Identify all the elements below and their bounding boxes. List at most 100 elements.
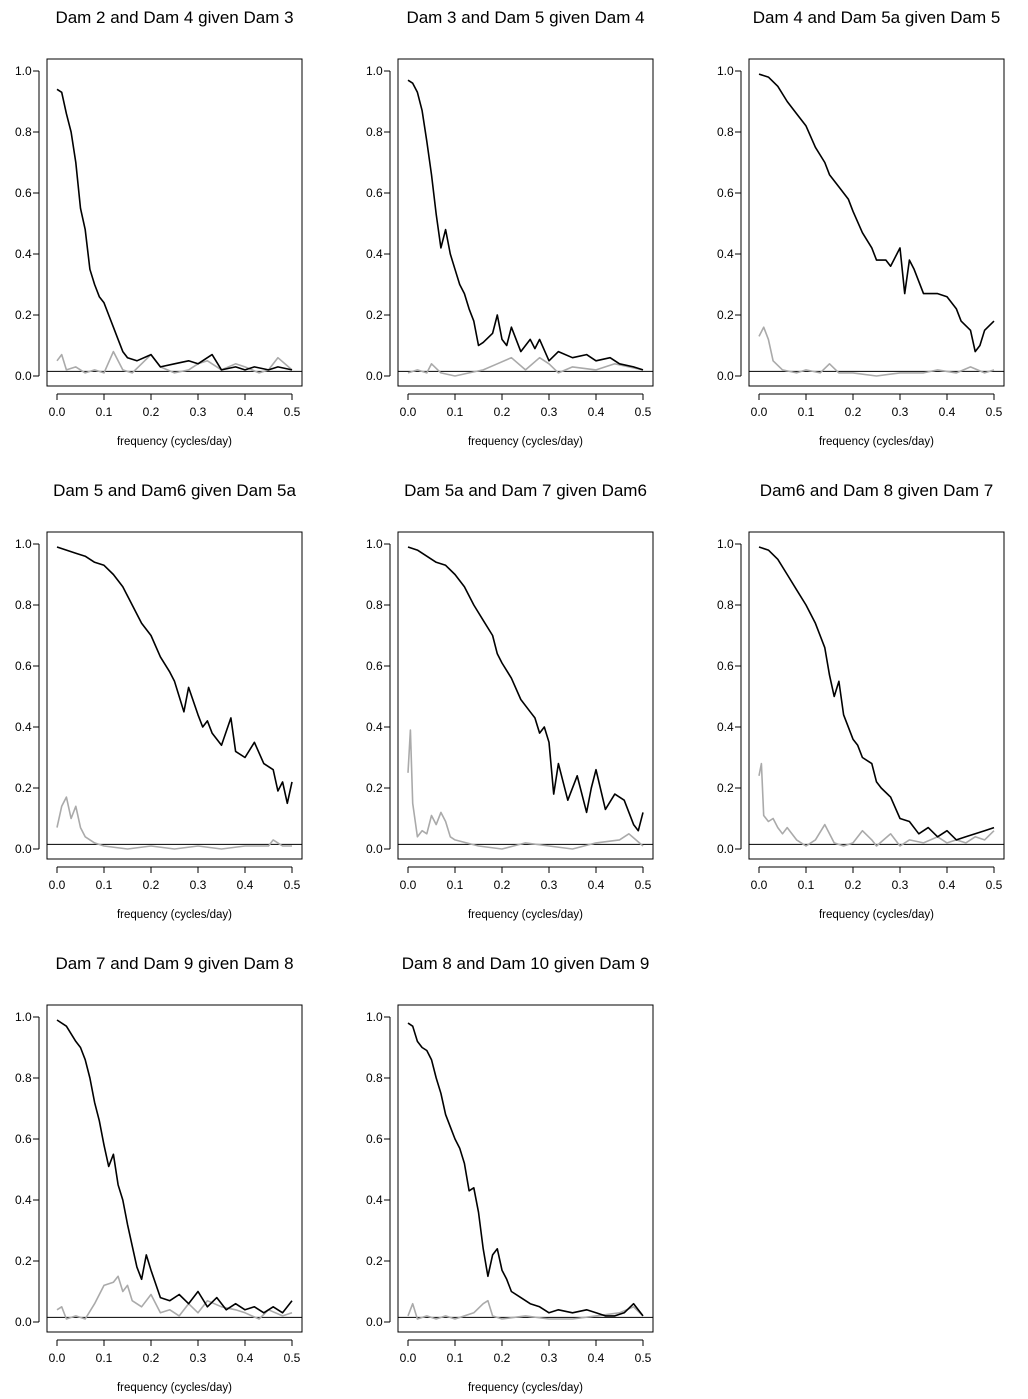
y-tick-label: 0.8 — [15, 125, 32, 139]
y-tick-label: 0.0 — [366, 1315, 383, 1329]
y-tick-label: 0.0 — [717, 369, 734, 383]
y-tick-label: 1.0 — [717, 537, 734, 551]
y-tick-label: 0.0 — [366, 369, 383, 383]
x-tick-label: 0.0 — [400, 405, 417, 419]
x-tick-label: 0.2 — [845, 405, 862, 419]
x-axis-label: frequency (cycles/day) — [468, 1382, 583, 1394]
series-line-black — [56, 1019, 293, 1314]
chart-title: Dam6 and Dam 8 given Dam 7 — [760, 481, 993, 500]
chart-title: Dam 4 and Dam 5a given Dam 5 — [753, 8, 1001, 27]
x-tick-label: 0.1 — [96, 878, 113, 892]
y-tick-label: 0.8 — [366, 598, 383, 612]
x-tick-label: 0.5 — [986, 878, 1003, 892]
series-line-black — [407, 79, 644, 371]
chart-title: Dam 5 and Dam6 given Dam 5a — [53, 481, 296, 500]
y-tick-label: 0.8 — [15, 1071, 32, 1085]
x-tick-label: 0.3 — [892, 405, 909, 419]
chart-title: Dam 5a and Dam 7 given Dam6 — [404, 481, 647, 500]
series-line-black — [758, 73, 995, 353]
x-tick-label: 0.2 — [143, 1351, 160, 1365]
y-tick-label: 0.2 — [15, 308, 32, 322]
chart-title: Dam 7 and Dam 9 given Dam 8 — [55, 954, 293, 973]
chart-panel-6: Dam6 and Dam 8 given Dam 7 0.0 0.2 0.4 0.6 0.… — [717, 481, 1005, 921]
x-axis-label: frequency (cycles/day) — [468, 436, 583, 448]
y-tick-label: 0.2 — [717, 308, 734, 322]
y-tick-label: 0.4 — [366, 1193, 383, 1207]
series-line-black — [56, 88, 293, 371]
y-tick-label: 0.2 — [366, 308, 383, 322]
x-tick-label: 0.3 — [541, 1351, 558, 1365]
y-tick-label: 0.0 — [366, 842, 383, 856]
x-tick-label: 0.5 — [284, 405, 301, 419]
y-tick-label: 0.4 — [717, 720, 734, 734]
y-tick-label: 0.8 — [366, 125, 383, 139]
x-tick-label: 0.0 — [400, 878, 417, 892]
y-tick-label: 0.2 — [15, 1254, 32, 1268]
series-line-gray — [56, 1275, 293, 1320]
x-tick-label: 0.4 — [237, 405, 254, 419]
series-line-black — [407, 1022, 644, 1317]
x-tick-label: 0.2 — [494, 1351, 511, 1365]
x-tick-label: 0.3 — [190, 405, 207, 419]
y-tick-label: 0.8 — [717, 125, 734, 139]
y-tick-label: 0.6 — [15, 186, 32, 200]
y-tick-label: 0.6 — [15, 659, 32, 673]
x-tick-label: 0.1 — [798, 405, 815, 419]
chart-panel-7: Dam 7 and Dam 9 given Dam 8 0.0 0.2 0.4 0.6 0… — [15, 954, 303, 1394]
x-tick-label: 0.3 — [892, 878, 909, 892]
y-tick-label: 1.0 — [15, 537, 32, 551]
series-line-gray — [56, 350, 293, 374]
x-tick-label: 0.1 — [798, 878, 815, 892]
x-tick-label: 0.5 — [635, 1351, 652, 1365]
x-tick-label: 0.3 — [190, 1351, 207, 1365]
x-tick-label: 0.1 — [447, 878, 464, 892]
x-tick-label: 0.5 — [284, 1351, 301, 1365]
y-tick-label: 0.6 — [15, 1132, 32, 1146]
chart-title: Dam 2 and Dam 4 given Dam 3 — [55, 8, 293, 27]
x-axis-label: frequency (cycles/day) — [117, 909, 232, 921]
plot-frame — [748, 531, 1005, 860]
y-tick-label: 0.6 — [366, 659, 383, 673]
x-tick-label: 0.4 — [588, 878, 605, 892]
x-tick-label: 0.2 — [494, 878, 511, 892]
x-tick-label: 0.0 — [751, 405, 768, 419]
x-tick-label: 0.2 — [143, 878, 160, 892]
x-axis-label: frequency (cycles/day) — [117, 1382, 232, 1394]
plot-frame — [397, 531, 654, 860]
x-tick-label: 0.0 — [49, 405, 66, 419]
x-tick-label: 0.3 — [541, 405, 558, 419]
x-tick-label: 0.4 — [939, 405, 956, 419]
y-tick-label: 1.0 — [366, 1010, 383, 1024]
y-tick-label: 0.6 — [366, 1132, 383, 1146]
x-tick-label: 0.3 — [190, 878, 207, 892]
x-tick-label: 0.4 — [588, 1351, 605, 1365]
y-tick-label: 0.4 — [366, 247, 383, 261]
x-tick-label: 0.5 — [986, 405, 1003, 419]
y-tick-label: 1.0 — [15, 64, 32, 78]
y-tick-label: 1.0 — [366, 537, 383, 551]
y-tick-label: 0.2 — [366, 781, 383, 795]
x-tick-label: 0.5 — [635, 878, 652, 892]
x-tick-label: 0.1 — [96, 405, 113, 419]
plot-frame — [46, 531, 303, 860]
x-tick-label: 0.2 — [143, 405, 160, 419]
chart-panel-5: Dam 5a and Dam 7 given Dam6 0.0 0.2 0.4 0.6 0… — [366, 481, 654, 921]
x-tick-label: 0.4 — [588, 405, 605, 419]
plot-frame — [46, 58, 303, 387]
chart-panel-4: Dam 5 and Dam6 given Dam 5a 0.0 0.2 0.4 0.6 0… — [15, 481, 303, 921]
series-line-black — [56, 546, 293, 805]
x-axis-label: frequency (cycles/day) — [819, 436, 934, 448]
x-tick-label: 0.2 — [494, 405, 511, 419]
x-tick-label: 0.1 — [447, 405, 464, 419]
series-line-black — [758, 546, 995, 841]
x-tick-label: 0.0 — [49, 878, 66, 892]
y-tick-label: 0.6 — [717, 659, 734, 673]
x-tick-label: 0.0 — [49, 1351, 66, 1365]
x-axis-label: frequency (cycles/day) — [117, 436, 232, 448]
series-line-black — [407, 546, 644, 832]
x-axis-label: frequency (cycles/day) — [468, 909, 583, 921]
x-tick-label: 0.5 — [284, 878, 301, 892]
chart-title: Dam 3 and Dam 5 given Dam 4 — [406, 8, 644, 27]
y-tick-label: 0.2 — [366, 1254, 383, 1268]
